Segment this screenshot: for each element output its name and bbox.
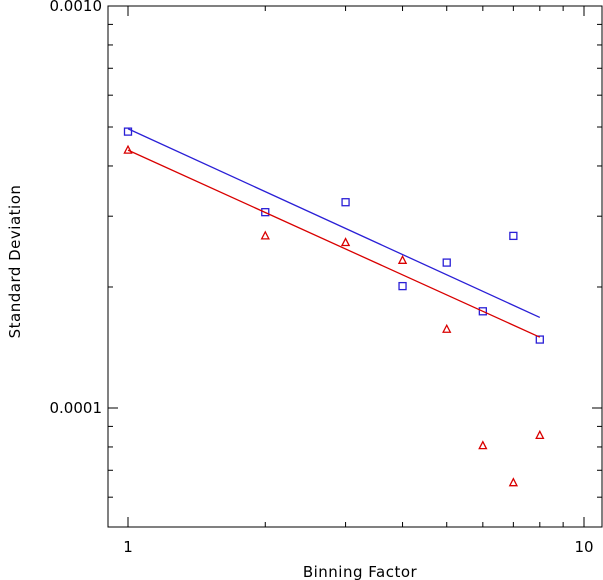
- square-point: [398, 281, 407, 291]
- x-axis-title: Binning Factor: [303, 563, 418, 580]
- square-point: [261, 208, 270, 217]
- triangle-point: [508, 477, 519, 487]
- y-axis-title: Standard Deviation: [6, 185, 24, 339]
- square-point: [341, 198, 350, 207]
- fit-line-triangle: [127, 149, 541, 338]
- y-tick-label: 0.0001: [50, 399, 103, 417]
- y-tick-label: 0.0010: [50, 0, 103, 15]
- plot-frame: [107, 5, 603, 528]
- fit-line-square: [127, 128, 541, 319]
- triangle-point: [260, 230, 270, 240]
- square-point: [478, 307, 487, 316]
- square-point: [442, 258, 451, 267]
- square-point: [535, 335, 544, 344]
- triangle-point: [442, 323, 452, 333]
- x-tick-label: 1: [123, 538, 133, 556]
- square-point: [509, 231, 518, 241]
- triangle-point: [478, 440, 488, 450]
- square-point: [123, 127, 133, 136]
- triangle-point: [123, 144, 133, 154]
- x-tick-label: 10: [574, 538, 593, 556]
- triangle-point: [340, 237, 351, 247]
- triangle-point: [535, 429, 545, 439]
- triangle-point: [397, 254, 408, 264]
